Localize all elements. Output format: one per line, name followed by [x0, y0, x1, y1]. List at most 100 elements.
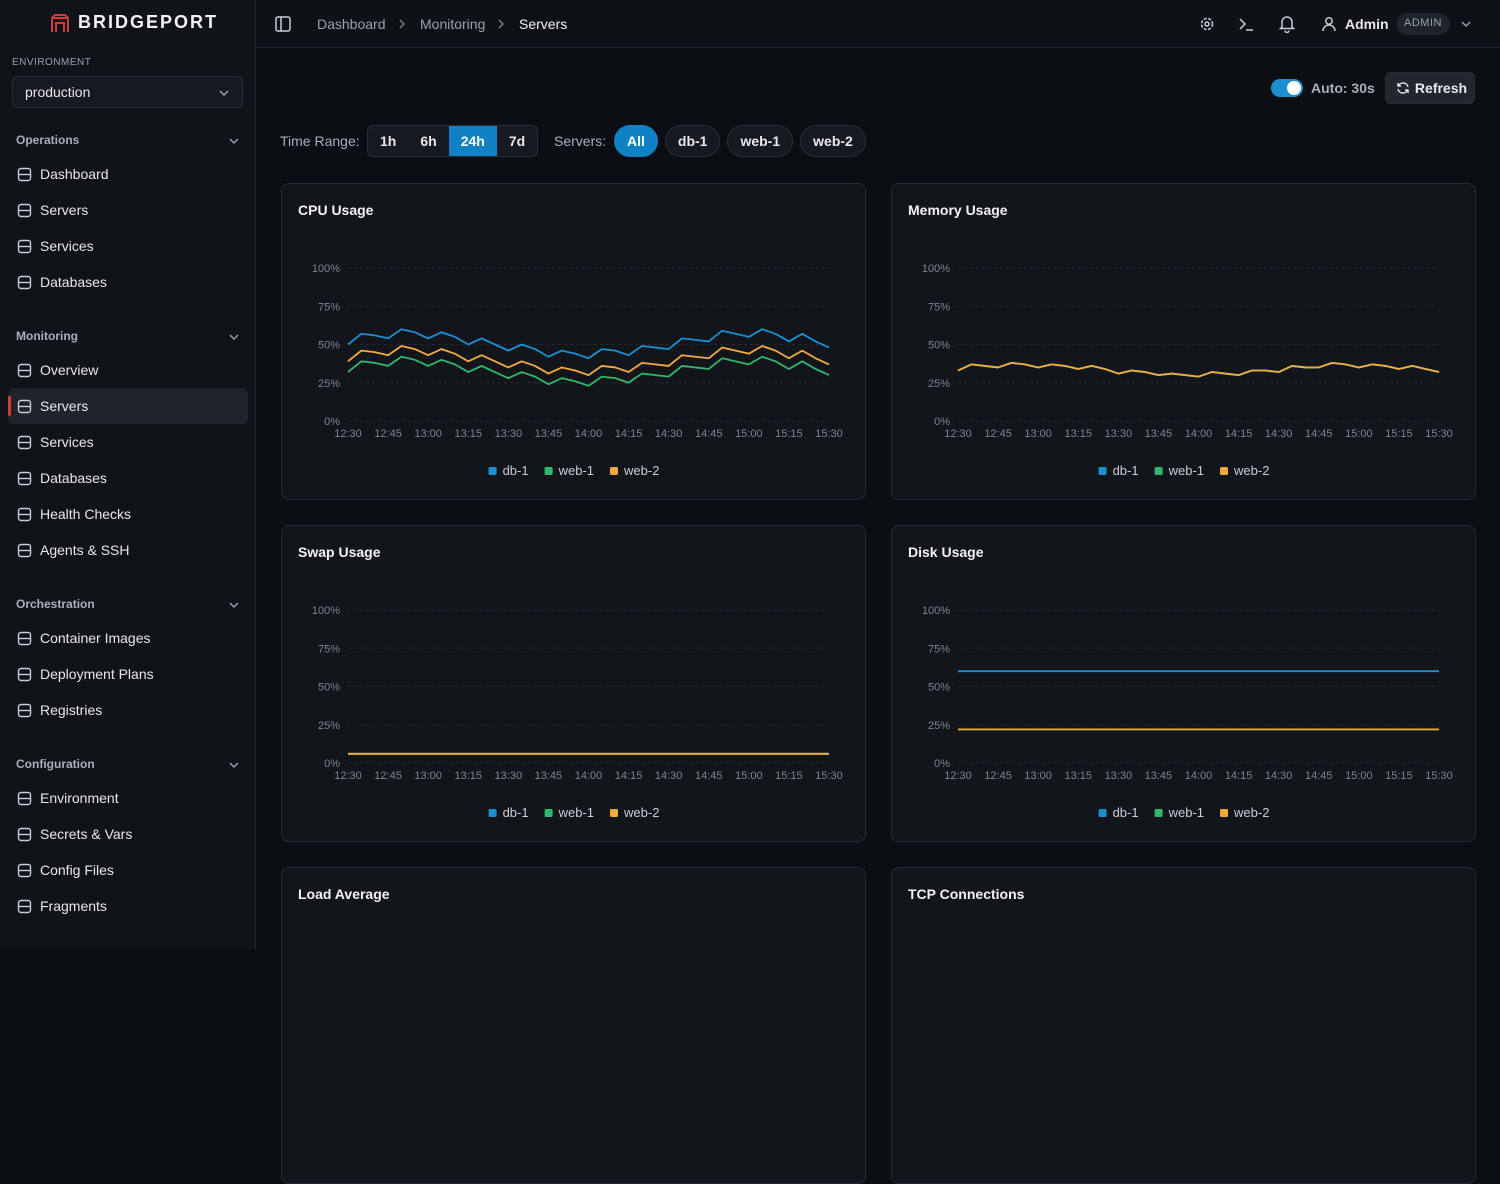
- nav-label: Fragments: [40, 898, 107, 914]
- server-pill[interactable]: All: [614, 125, 658, 157]
- nav-icon: [17, 899, 32, 914]
- nav-section: Operations Dashboard Servers Services Databa…: [8, 124, 248, 300]
- nav-item[interactable]: Servers: [8, 388, 248, 424]
- y-tick-label: 25%: [928, 378, 950, 390]
- x-tick-label: 13:15: [454, 770, 482, 782]
- legend-label: web-1: [558, 805, 594, 820]
- role-badge: ADMIN: [1396, 13, 1450, 35]
- nav-item[interactable]: Databases: [8, 460, 248, 496]
- y-tick-label: 25%: [318, 378, 340, 390]
- chart-title: CPU Usage: [298, 202, 374, 218]
- x-tick-label: 15:00: [1345, 428, 1373, 440]
- breadcrumb-separator: [399, 19, 405, 29]
- x-tick-label: 13:30: [1105, 428, 1133, 440]
- time-range-option[interactable]: 6h: [420, 133, 437, 149]
- x-tick-label: 13:15: [1064, 770, 1092, 782]
- nav-item[interactable]: Dashboard: [8, 156, 248, 192]
- sidebar-toggle[interactable]: [275, 16, 291, 32]
- chevron: [229, 334, 239, 341]
- legend-swatch: [1098, 467, 1107, 475]
- y-tick-label: 0%: [324, 758, 340, 770]
- user-name[interactable]: Admin: [1345, 16, 1389, 32]
- refresh-icon: [1397, 82, 1409, 94]
- chart-card: Memory Usage 0% 25% 50% 75% 100% 12:30 12:45 13:…: [891, 183, 1476, 500]
- legend-swatch: [488, 467, 497, 475]
- time-range-option[interactable]: 7d: [508, 133, 526, 149]
- nav-item[interactable]: Services: [8, 424, 248, 460]
- nav-icon: [17, 791, 32, 806]
- nav-item[interactable]: Health Checks: [8, 496, 248, 532]
- nav-icon: [17, 275, 32, 290]
- server-pill[interactable]: web-2: [800, 125, 866, 157]
- nav-item[interactable]: Services: [8, 228, 248, 264]
- settings-icon[interactable]: [1199, 16, 1215, 32]
- bell-icon[interactable]: [1279, 15, 1295, 33]
- legend-swatch: [610, 809, 619, 817]
- nav-label: Servers: [40, 398, 89, 414]
- x-tick-label: 13:00: [1024, 428, 1052, 440]
- x-tick-label: 15:15: [775, 428, 803, 440]
- section-header[interactable]: Monitoring: [8, 320, 248, 352]
- nav-item[interactable]: Overview: [8, 352, 248, 388]
- time-range-group: 1h 6h 24h 7d: [367, 125, 539, 157]
- chevron[interactable]: [1460, 18, 1472, 30]
- x-tick-label: 15:30: [815, 770, 843, 782]
- auto-toggle[interactable]: [1271, 79, 1303, 97]
- section-header[interactable]: Orchestration: [8, 588, 248, 620]
- x-tick-label: 13:45: [535, 428, 563, 440]
- section-title: Orchestration: [16, 597, 95, 611]
- chevron: [229, 602, 239, 609]
- time-range-option[interactable]: 1h: [380, 133, 397, 149]
- nav-item[interactable]: Container Images: [8, 620, 248, 656]
- legend-swatch: [544, 809, 553, 817]
- chart-card: TCP Connections: [891, 867, 1476, 1184]
- x-tick-label: 13:30: [495, 428, 523, 440]
- breadcrumb: Servers: [519, 16, 568, 32]
- server-pill[interactable]: db-1: [664, 125, 721, 157]
- legend-label: db-1: [1113, 463, 1139, 478]
- x-tick-label: 15:15: [1385, 770, 1413, 782]
- legend-swatch: [1154, 809, 1163, 817]
- nav-item[interactable]: Fragments: [8, 888, 248, 924]
- nav-label: Registries: [40, 702, 103, 718]
- y-tick-label: 75%: [928, 643, 950, 655]
- chart: Memory Usage 0% 25% 50% 75% 100% 12:30 12:45 13:…: [908, 202, 1453, 478]
- nav-icon: [17, 203, 32, 218]
- server-pill[interactable]: web-1: [727, 125, 794, 157]
- y-tick-label: 25%: [318, 720, 340, 732]
- x-tick-label: 14:30: [1265, 770, 1293, 782]
- environment-select[interactable]: production: [12, 76, 243, 108]
- breadcrumb-separator: [498, 19, 504, 29]
- time-range-label: Time Range:: [280, 133, 360, 149]
- breadcrumb[interactable]: Dashboard: [317, 16, 386, 32]
- legend: db-1 web-1 web-2: [488, 805, 659, 820]
- section-header[interactable]: Configuration: [8, 748, 248, 780]
- nav-item[interactable]: Environment: [8, 780, 248, 816]
- legend: db-1 web-1 web-2: [1098, 805, 1269, 820]
- refresh-button[interactable]: Refresh: [1385, 72, 1475, 104]
- section-header[interactable]: Operations: [8, 124, 248, 156]
- terminal-icon[interactable]: [1238, 16, 1254, 32]
- nav-item[interactable]: Databases: [8, 264, 248, 300]
- series-line: [957, 361, 1440, 378]
- nav-item[interactable]: Config Files: [8, 852, 248, 888]
- legend-label: db-1: [503, 463, 529, 478]
- nav-item[interactable]: Secrets & Vars: [8, 816, 248, 852]
- nav-item[interactable]: Agents & SSH: [8, 532, 248, 568]
- time-range-option[interactable]: 24h: [448, 126, 497, 156]
- nav-item[interactable]: Registries: [8, 692, 248, 728]
- legend-swatch: [488, 809, 497, 817]
- chart-card: CPU Usage 0% 25% 50% 75% 100% 12:30 12:45 13:00 1…: [281, 183, 866, 500]
- nav-item[interactable]: Servers: [8, 192, 248, 228]
- y-tick-label: 100%: [312, 263, 340, 275]
- legend-swatch: [1098, 809, 1107, 817]
- x-tick-label: 14:15: [615, 428, 643, 440]
- chart: Swap Usage 0% 25% 50% 75% 100% 12:30 12:45 13:00…: [298, 544, 843, 820]
- chart-card: Swap Usage 0% 25% 50% 75% 100% 12:30 12:45 13:00…: [281, 525, 866, 842]
- breadcrumb[interactable]: Monitoring: [420, 16, 486, 32]
- x-tick-label: 14:15: [1225, 428, 1253, 440]
- legend-swatch: [544, 467, 553, 475]
- legend-label: web-1: [1168, 463, 1204, 478]
- x-tick-label: 12:30: [944, 428, 972, 440]
- nav-item[interactable]: Deployment Plans: [8, 656, 248, 692]
